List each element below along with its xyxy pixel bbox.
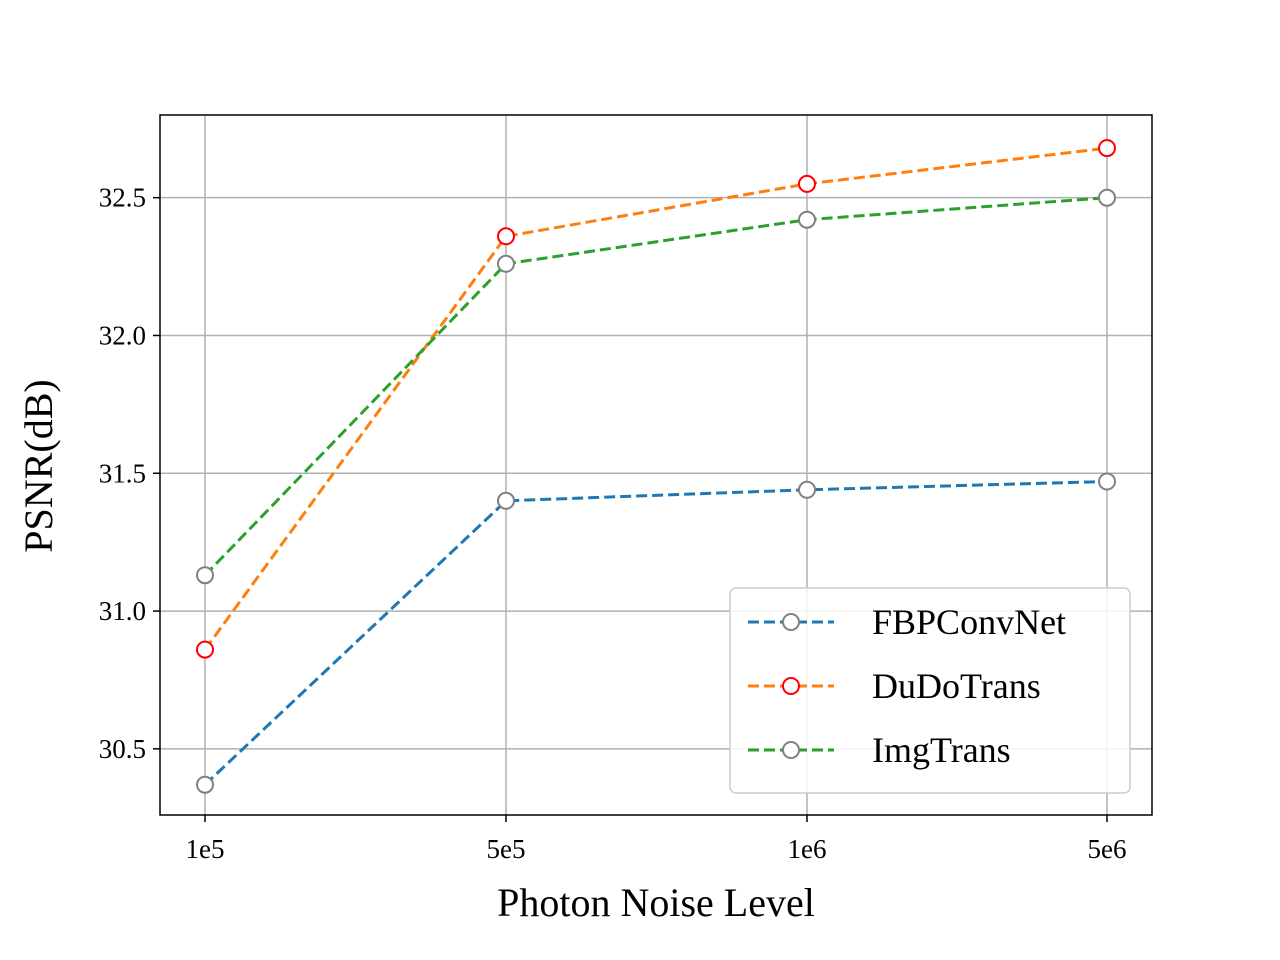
legend-item: FBPConvNet bbox=[748, 602, 1066, 642]
legend-label: DuDoTrans bbox=[872, 666, 1041, 706]
series-line bbox=[203, 480, 1108, 786]
x-tick-label: 1e6 bbox=[788, 834, 827, 864]
y-tick-label: 32.0 bbox=[99, 320, 146, 350]
legend-box bbox=[729, 587, 1131, 794]
data-point bbox=[798, 174, 816, 193]
legend-swatch-marker bbox=[782, 677, 800, 695]
x-tick-label: 5e6 bbox=[1088, 834, 1127, 864]
data-point bbox=[798, 480, 816, 499]
x-axis-title: Photon Noise Level bbox=[497, 880, 815, 925]
series-line bbox=[203, 146, 1108, 651]
legend-item: DuDoTrans bbox=[748, 666, 1041, 706]
legend-swatch-marker bbox=[782, 741, 800, 759]
series-layer bbox=[196, 139, 1116, 794]
legend-label: FBPConvNet bbox=[872, 602, 1066, 642]
legend-label: ImgTrans bbox=[872, 730, 1011, 770]
data-point bbox=[196, 566, 214, 585]
y-axis-ticks: 30.5 31.0 31.5 32.0 32.5 bbox=[99, 183, 160, 764]
y-tick-label: 31.0 bbox=[99, 596, 146, 626]
x-axis-ticks: 1e5 5e5 1e6 5e6 bbox=[186, 815, 1127, 864]
x-tick-label: 5e5 bbox=[487, 834, 526, 864]
series-line bbox=[203, 196, 1108, 577]
y-tick-label: 32.5 bbox=[99, 183, 146, 213]
data-point bbox=[196, 640, 214, 659]
data-point bbox=[1098, 188, 1116, 207]
legend-swatch-marker bbox=[782, 613, 800, 631]
data-point bbox=[1098, 472, 1116, 491]
data-point bbox=[497, 227, 515, 246]
data-point bbox=[1098, 139, 1116, 158]
series-dudotrans bbox=[196, 139, 1116, 659]
y-tick-label: 30.5 bbox=[99, 734, 146, 764]
data-point bbox=[497, 254, 515, 273]
data-point bbox=[798, 210, 816, 229]
data-point bbox=[497, 491, 515, 510]
plot-frame bbox=[159, 114, 1153, 816]
x-tick-label: 1e5 bbox=[186, 834, 225, 864]
data-point bbox=[196, 775, 214, 794]
series-fbpconvnet bbox=[196, 472, 1116, 794]
series-imgtrans bbox=[196, 188, 1116, 585]
y-tick-label: 31.5 bbox=[99, 458, 146, 488]
y-axis-title: PSNR(dB) bbox=[16, 379, 61, 552]
legend: FBPConvNet DuDoTrans ImgTrans bbox=[729, 587, 1131, 794]
legend-item: ImgTrans bbox=[748, 730, 1011, 770]
